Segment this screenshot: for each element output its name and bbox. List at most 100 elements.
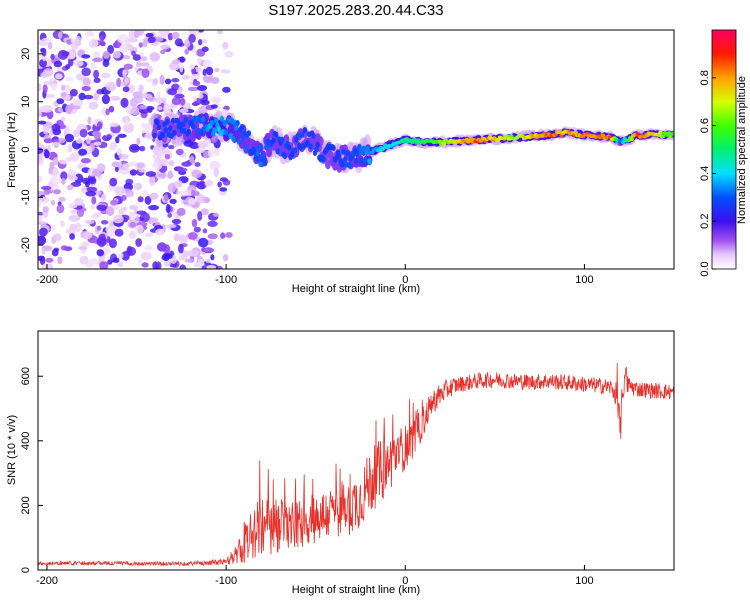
heatmap-cell <box>99 35 104 45</box>
heatmap-cell <box>69 233 75 240</box>
heatmap-cell <box>69 223 77 230</box>
heatmap-cell <box>51 184 60 189</box>
heatmap-cell <box>164 78 172 85</box>
heatmap-cell <box>60 92 67 97</box>
heatmap-cell <box>167 183 177 193</box>
heatmap-cell <box>93 77 101 84</box>
snr-x-axis: -200 -100 0 100 <box>36 565 594 587</box>
heatmap-ridge-cell <box>165 118 170 125</box>
heatmap-cell <box>160 49 166 55</box>
heatmap-cell <box>200 99 210 106</box>
heatmap-cell <box>100 220 109 225</box>
heatmap-cell <box>108 105 115 113</box>
heatmap-cell <box>140 62 150 67</box>
heatmap-cell <box>222 86 231 93</box>
heatmap-y-tick-label: 10 <box>20 96 32 108</box>
heatmap-cell <box>122 55 131 60</box>
heatmap-ridge-cell <box>282 153 288 160</box>
heatmap-cell <box>74 222 82 233</box>
heatmap-cell <box>110 199 118 206</box>
heatmap-cell <box>71 105 81 110</box>
heatmap-cell <box>70 209 77 214</box>
heatmap-cell <box>201 38 208 44</box>
heatmap-ridge-cell <box>279 136 285 143</box>
heatmap-cell <box>114 166 119 172</box>
heatmap-cell <box>96 249 105 257</box>
heatmap-cell <box>210 254 215 261</box>
heatmap-ridge-cell <box>367 158 372 165</box>
heatmap-cell <box>152 145 164 155</box>
colorbar-tick-label: 0.6 <box>699 118 711 133</box>
heatmap-cell <box>49 161 55 170</box>
heatmap-cell <box>163 244 171 255</box>
colorbar-tick-label: 0.8 <box>699 70 711 85</box>
heatmap-cell <box>51 123 61 132</box>
heatmap-cell <box>196 85 208 91</box>
heatmap-cell <box>90 214 101 219</box>
heatmap-cell <box>193 226 201 233</box>
colorbar-ticks: 0.0 0.2 0.4 0.6 0.8 <box>699 70 716 277</box>
heatmap-cell <box>43 138 54 144</box>
heatmap-cell <box>178 190 189 197</box>
colorbar-label: Normalized spectral amplitude <box>736 76 748 224</box>
heatmap-cell <box>197 141 208 149</box>
heatmap-cell <box>93 92 100 101</box>
heatmap-cell <box>51 248 59 257</box>
heatmap-ridge-cell <box>233 124 239 131</box>
heatmap-cell <box>122 163 132 168</box>
heatmap-cell <box>132 54 141 61</box>
heatmap-cell <box>136 137 141 145</box>
heatmap-cell <box>126 246 137 256</box>
heatmap-cell <box>167 212 173 218</box>
heatmap-cell <box>135 224 144 235</box>
heatmap-cell <box>74 197 84 206</box>
heatmap-cell <box>82 77 91 86</box>
heatmap-cell <box>105 81 117 92</box>
heatmap-cell <box>38 159 44 166</box>
heatmap-cell <box>52 157 59 166</box>
heatmap-cell <box>42 206 49 213</box>
heatmap-cell <box>149 52 160 62</box>
heatmap-cell <box>145 32 154 38</box>
heatmap-ridge-cell <box>600 133 606 138</box>
heatmap-cell <box>107 259 113 265</box>
heatmap-y-label: Frequency (Hz) <box>6 112 18 188</box>
heatmap-cell <box>214 67 220 73</box>
heatmap-ridge-cell <box>314 146 319 153</box>
heatmap-cell <box>81 54 91 59</box>
heatmap-cell <box>58 31 63 39</box>
heatmap-cell <box>152 261 159 269</box>
heatmap-cell <box>88 101 99 110</box>
heatmap-cell <box>144 123 151 133</box>
heatmap-cell <box>84 219 95 224</box>
heatmap-cell <box>42 125 50 135</box>
heatmap-cell <box>99 261 109 269</box>
heatmap-cell <box>163 259 171 267</box>
heatmap-cell <box>134 30 145 36</box>
heatmap-cell <box>73 59 84 67</box>
heatmap-x-axis: -200 -100 0 100 <box>36 264 594 286</box>
heatmap-cell <box>105 108 110 116</box>
heatmap-cell <box>182 74 191 80</box>
heatmap-cell <box>118 154 129 160</box>
heatmap-cell <box>202 228 208 234</box>
heatmap-cell <box>191 169 202 179</box>
heatmap-cell <box>182 251 188 260</box>
heatmap-cell <box>53 60 63 68</box>
heatmap-cell <box>102 50 110 59</box>
heatmap-cell <box>169 198 177 204</box>
heatmap-cell <box>96 204 107 211</box>
heatmap-cell <box>176 207 186 216</box>
heatmap-cell <box>43 80 54 86</box>
heatmap-cell <box>80 158 91 164</box>
heatmap-cell <box>225 232 233 238</box>
snr-y-tick-label: 400 <box>20 432 32 450</box>
heatmap-cell <box>191 218 198 228</box>
heatmap-cell <box>77 208 85 218</box>
heatmap-ridge-cell <box>342 156 348 163</box>
heatmap-cell <box>110 95 121 101</box>
heatmap-cell <box>96 163 106 173</box>
heatmap-cell <box>81 67 91 77</box>
heatmap-cell <box>208 148 215 158</box>
heatmap-cell <box>112 215 124 224</box>
